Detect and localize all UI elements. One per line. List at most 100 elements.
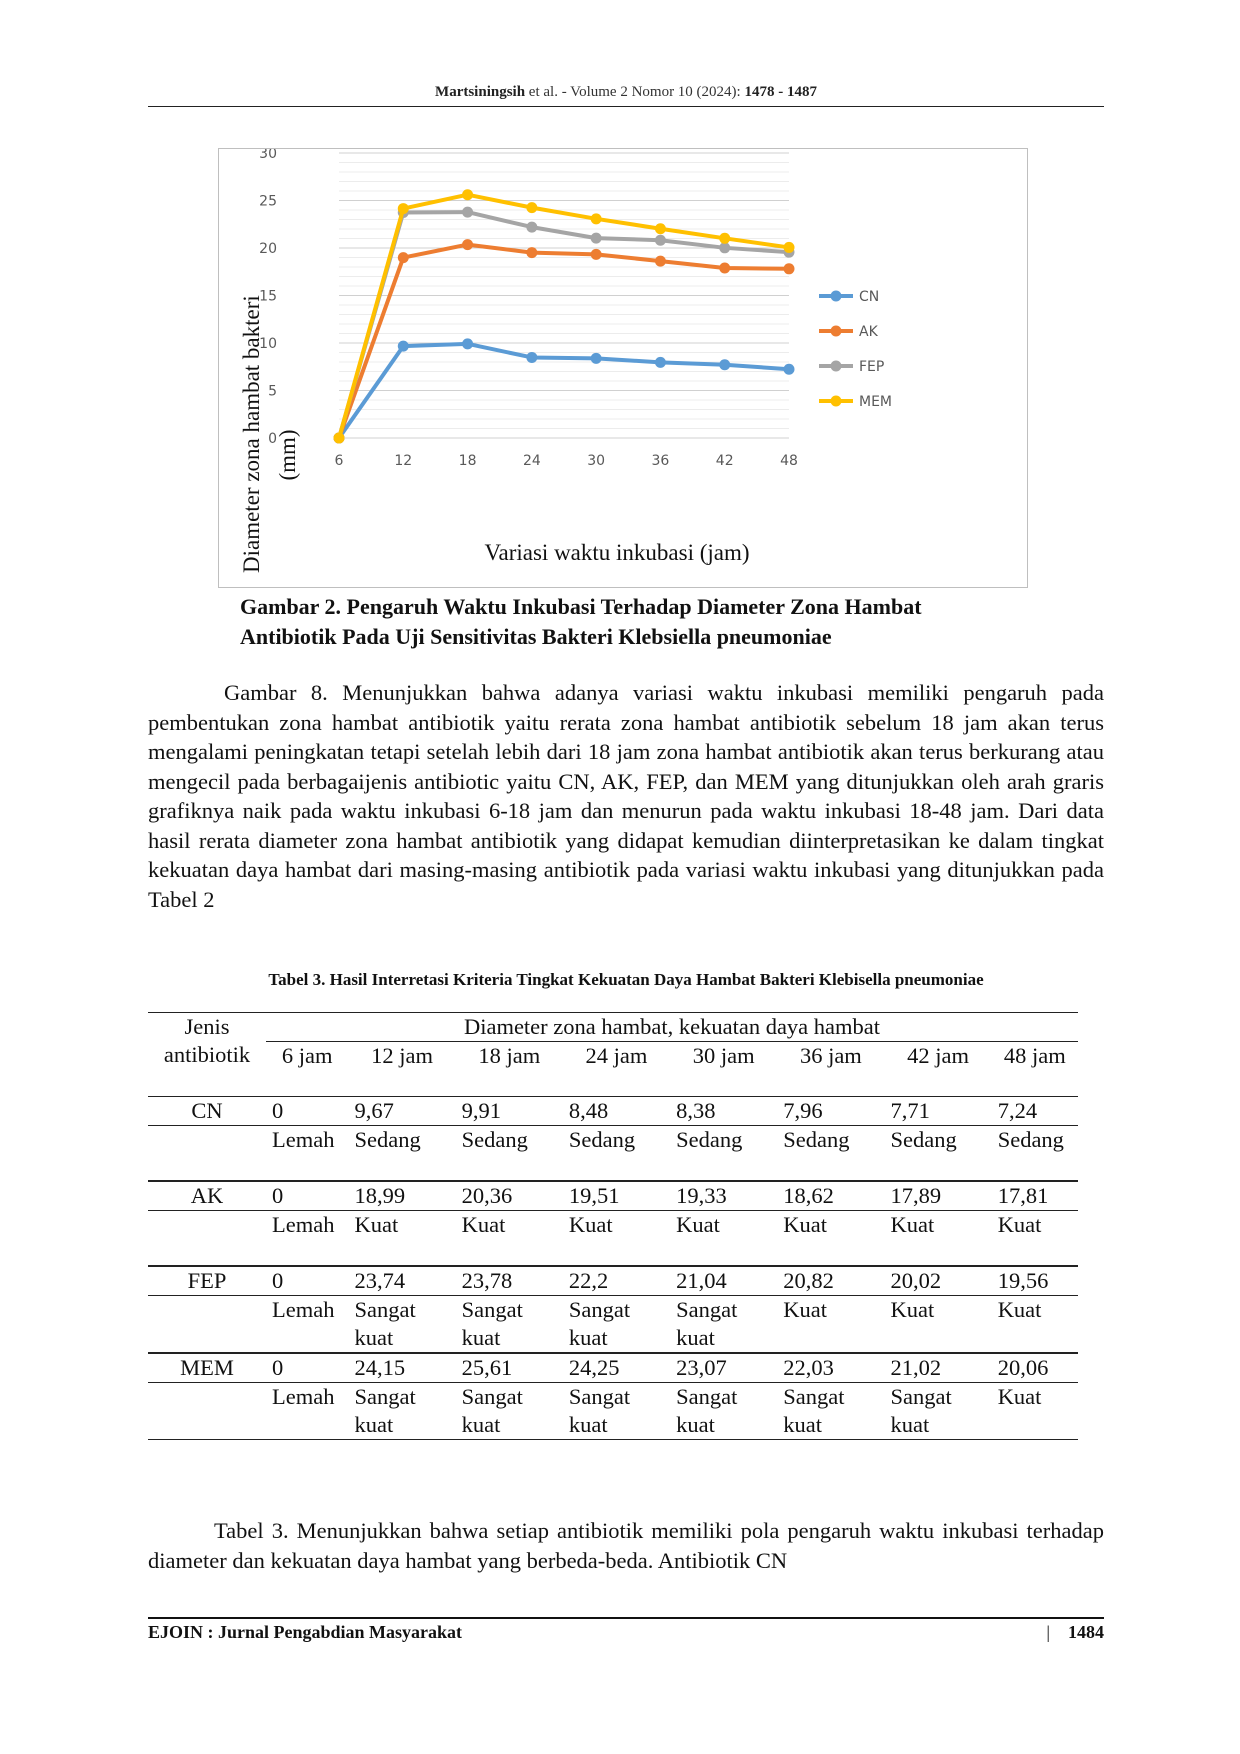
legend-label: FEP [859,359,884,375]
diameter-cell: 23,74 [348,1266,456,1296]
legend-item-fep: FEP [819,359,884,375]
table-row-levels: Lemah Kuat Kuat Kuat Kuat Kuat Kuat Kuat [148,1211,1078,1240]
y-axis-title-line2: (mm) [275,429,300,480]
legend-swatch-marker [830,325,842,337]
data-point [654,234,666,246]
time-header-cell: 48 jam [991,1041,1078,1070]
table-row-values: AK 0 18,99 20,36 19,51 19,33 18,62 17,89 17,81 [148,1181,1078,1211]
empty-cell [148,1126,266,1155]
x-tick-label: 48 [780,453,798,469]
y-tick-label: 25 [259,194,277,210]
data-point [783,241,795,253]
table-row-levels: Lemah Sangat kuat Sangat kuat Sangat kuat Sa… [148,1382,1078,1440]
chart-series [333,189,795,444]
diameter-cell: 24,25 [562,1353,671,1383]
strength-cell: Sangat kuat [670,1382,778,1440]
header-pages: 1478 - 1487 [744,84,817,100]
table-row-levels: Lemah Sangat kuat Sangat kuat Sangat kuat Sa… [148,1296,1078,1353]
diameter-cell: 19,56 [991,1266,1078,1296]
y-tick-label: 30 [259,149,277,162]
antibiotic-name: FEP [148,1266,266,1296]
y-tick-label: 20 [259,241,277,257]
strength-cell: Sedang [461,1127,528,1152]
diameter-cell: 22,2 [562,1266,671,1296]
data-point [462,239,474,251]
table-spacer [148,1239,1078,1266]
diameter-cell: 23,78 [455,1266,563,1296]
diameter-cell: 25,61 [455,1353,563,1383]
table-row-levels: Lemah Sedang Sedang Sedang Sedang Sedang Sedan… [148,1126,1078,1155]
strength-cell: Kuat [354,1212,399,1237]
x-tick-label: 24 [523,453,541,469]
strength-cell: Sangat kuat [455,1382,563,1440]
footer-page-number: 1484 [1068,1622,1104,1642]
diameter-cell: 17,89 [884,1181,992,1211]
series-line [337,341,790,440]
table-header-row: Jenis antibiotik Diameter zona hambat, kek… [148,1012,1078,1070]
x-axis-title: Variasi waktu inkubasi (jam) [484,540,749,565]
figure-caption: Gambar 2. Pengaruh Waktu Inkubasi Terhad… [240,592,1060,652]
data-point [462,338,474,350]
data-point [719,262,731,274]
x-tick-label: 36 [652,453,670,469]
y-axis-ticks: 0 5 10 15 20 25 30 [259,149,277,447]
footer-page-info: | 1484 [1046,1622,1104,1643]
chart-grid [339,152,789,439]
table-time-header-row: 6 jam 12 jam 18 jam 24 jam 30 jam 36 jam 42 ja… [148,1041,1078,1070]
data-point [590,352,602,364]
footer-journal: EJOIN : Jurnal Pengabdian Masyarakat [148,1622,463,1642]
strength-cell: Lemah [266,1382,349,1440]
diameter-cell: 20,82 [777,1266,885,1296]
data-point [397,203,409,215]
strength-cell: Kuat [890,1297,935,1322]
strength-cell: Sangat kuat [562,1382,671,1440]
legend-swatch-marker [830,360,842,372]
diameter-cell: 9,67 [348,1096,456,1126]
data-point [654,223,666,235]
antibiotic-name: AK [148,1181,266,1211]
footer-rule [148,1617,1104,1619]
data-point [397,340,409,352]
data-point [590,248,602,260]
strength-cell: Kuat [783,1212,828,1237]
strength-cell: Kuat [461,1212,506,1237]
time-header-cell: 30 jam [670,1041,778,1070]
strength-cell: Lemah [272,1297,335,1322]
strength-cell: Sangat kuat [354,1297,416,1350]
data-point [397,252,409,264]
diameter-cell: 0 [266,1096,349,1126]
x-tick-label: 18 [459,453,477,469]
time-header-cell: 12 jam [348,1041,456,1070]
strength-cell: Sedang [997,1127,1064,1152]
legend-label: AK [859,324,879,340]
legend-item-cn: CN [819,289,879,305]
empty-cell [148,1211,266,1240]
data-point [526,351,538,363]
time-header-cell: 6 jam [266,1041,349,1070]
data-point [590,213,602,225]
chart-legend: CN AK FEP MEM [819,289,892,410]
strength-cell: Kuat [997,1212,1042,1237]
x-tick-label: 12 [394,453,412,469]
table-caption: Tabel 3. Hasil Interretasi Kriteria Ting… [268,970,984,989]
data-point [654,255,666,267]
y-tick-label: 0 [268,431,277,447]
strength-cell: Kuat [991,1382,1078,1440]
diameter-cell: 9,91 [455,1096,563,1126]
strength-cell: Sedang [354,1127,421,1152]
data-point [526,221,538,233]
chart-frame: 0 5 10 15 20 25 30 6 12 18 24 30 36 42 48 CN AK FEP MEM … [218,148,1028,588]
figure-caption-line2: Antibiotik Pada Uji Sensitivitas Bakteri… [240,624,832,649]
diameter-cell: 7,24 [991,1096,1078,1126]
diameter-cell: 20,02 [884,1266,992,1296]
strength-cell: Sangat kuat [676,1297,738,1350]
strength-cell: Kuat [783,1297,828,1322]
strength-cell: Sangat kuat [568,1297,631,1350]
data-point [526,202,538,214]
table-row-values: MEM 0 24,15 25,61 24,25 23,07 22,03 21,02 20,06 [148,1353,1078,1383]
diameter-cell: 21,02 [884,1353,992,1383]
y-axis-title-line1: Diameter zona hambat bakteri [239,295,264,573]
empty-cell [148,1296,266,1353]
legend-item-ak: AK [819,324,879,340]
